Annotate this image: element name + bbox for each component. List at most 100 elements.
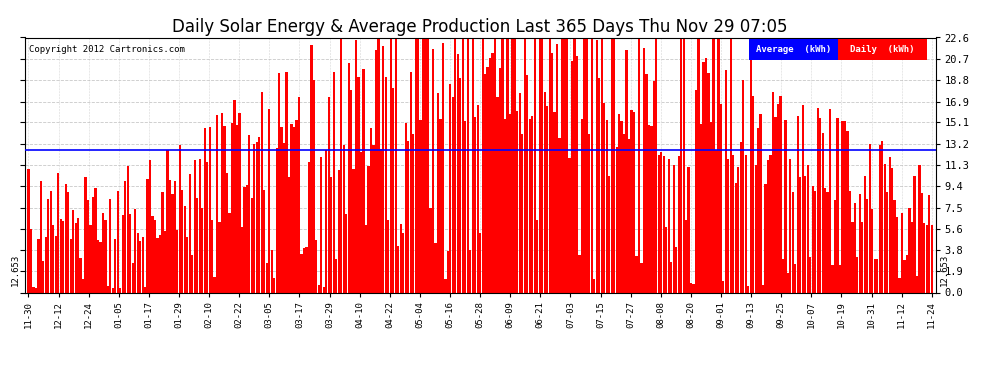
- Bar: [858, 194, 861, 292]
- Bar: [749, 50, 751, 292]
- Bar: [315, 240, 318, 292]
- Bar: [710, 122, 712, 292]
- Bar: [735, 183, 737, 292]
- Bar: [516, 111, 519, 292]
- Bar: [794, 264, 796, 292]
- Bar: [829, 109, 832, 292]
- Bar: [494, 39, 496, 292]
- Bar: [888, 157, 891, 292]
- Bar: [54, 236, 56, 292]
- Bar: [151, 216, 153, 292]
- Bar: [375, 50, 377, 292]
- Bar: [896, 216, 898, 292]
- Bar: [797, 116, 799, 292]
- Bar: [728, 159, 730, 292]
- Bar: [33, 287, 35, 292]
- Bar: [871, 209, 873, 292]
- Bar: [812, 186, 814, 292]
- Bar: [588, 134, 590, 292]
- FancyBboxPatch shape: [748, 39, 839, 60]
- Bar: [153, 220, 156, 292]
- Bar: [357, 76, 359, 292]
- Bar: [641, 262, 643, 292]
- Bar: [832, 265, 834, 292]
- Bar: [576, 56, 578, 292]
- Bar: [718, 39, 720, 292]
- Bar: [211, 220, 213, 292]
- Bar: [377, 39, 379, 292]
- Bar: [352, 169, 354, 292]
- Bar: [924, 223, 926, 292]
- Bar: [350, 90, 352, 292]
- Bar: [57, 173, 59, 292]
- Bar: [911, 222, 913, 292]
- Bar: [723, 281, 725, 292]
- Bar: [608, 176, 610, 292]
- Bar: [848, 191, 851, 292]
- Bar: [782, 259, 784, 292]
- Bar: [792, 192, 794, 292]
- Bar: [176, 230, 178, 292]
- Bar: [226, 173, 228, 292]
- Text: Average  (kWh): Average (kWh): [755, 45, 831, 54]
- Bar: [725, 70, 727, 292]
- Bar: [777, 104, 779, 292]
- Bar: [842, 121, 843, 292]
- Bar: [652, 81, 655, 292]
- Bar: [94, 188, 97, 292]
- Bar: [687, 166, 690, 292]
- Bar: [387, 220, 389, 292]
- Bar: [260, 92, 263, 292]
- Bar: [97, 240, 99, 292]
- Bar: [367, 166, 369, 292]
- Bar: [926, 225, 928, 292]
- Bar: [740, 141, 742, 292]
- Bar: [489, 58, 491, 292]
- Bar: [899, 278, 901, 292]
- Bar: [28, 169, 30, 292]
- Bar: [596, 40, 598, 292]
- Bar: [606, 120, 608, 292]
- Bar: [161, 192, 163, 292]
- Bar: [690, 284, 692, 292]
- Bar: [74, 224, 77, 292]
- Bar: [300, 254, 303, 292]
- Bar: [82, 279, 84, 292]
- Bar: [124, 181, 127, 292]
- Bar: [355, 40, 357, 292]
- Bar: [861, 222, 863, 292]
- Bar: [241, 227, 243, 292]
- Bar: [705, 58, 707, 292]
- Bar: [402, 233, 404, 292]
- Bar: [432, 49, 434, 292]
- Bar: [263, 190, 265, 292]
- Bar: [759, 114, 761, 292]
- Bar: [52, 225, 54, 292]
- Bar: [224, 126, 226, 292]
- Bar: [474, 117, 476, 292]
- Bar: [347, 63, 349, 292]
- Bar: [89, 225, 92, 292]
- Bar: [119, 288, 122, 292]
- Bar: [308, 162, 310, 292]
- Bar: [464, 121, 466, 292]
- Bar: [171, 194, 173, 292]
- Bar: [809, 258, 812, 292]
- Bar: [318, 285, 320, 292]
- Bar: [886, 192, 888, 292]
- Bar: [660, 152, 662, 292]
- Bar: [909, 208, 911, 292]
- Bar: [904, 260, 906, 292]
- Bar: [789, 159, 791, 292]
- Bar: [295, 120, 298, 292]
- Bar: [248, 135, 250, 292]
- Bar: [445, 279, 446, 292]
- Bar: [30, 229, 32, 292]
- Bar: [147, 179, 148, 292]
- Bar: [64, 184, 66, 292]
- Bar: [417, 39, 419, 292]
- Bar: [504, 118, 506, 292]
- Bar: [720, 104, 722, 292]
- Bar: [837, 118, 839, 292]
- Bar: [454, 39, 456, 292]
